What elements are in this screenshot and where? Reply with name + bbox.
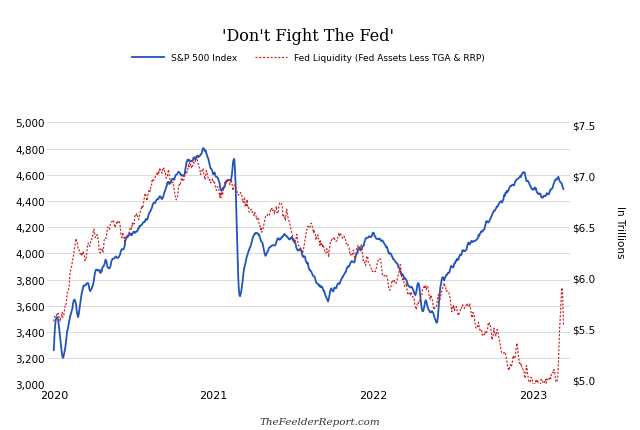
Y-axis label: In Trillions: In Trillions [615, 206, 625, 258]
Title: 'Don't Fight The Fed': 'Don't Fight The Fed' [223, 28, 394, 45]
Legend: S&P 500 Index, Fed Liquidity (Fed Assets Less TGA & RRP): S&P 500 Index, Fed Liquidity (Fed Assets… [129, 51, 488, 67]
Text: TheFeelderReport.com: TheFeelderReport.com [260, 417, 380, 426]
